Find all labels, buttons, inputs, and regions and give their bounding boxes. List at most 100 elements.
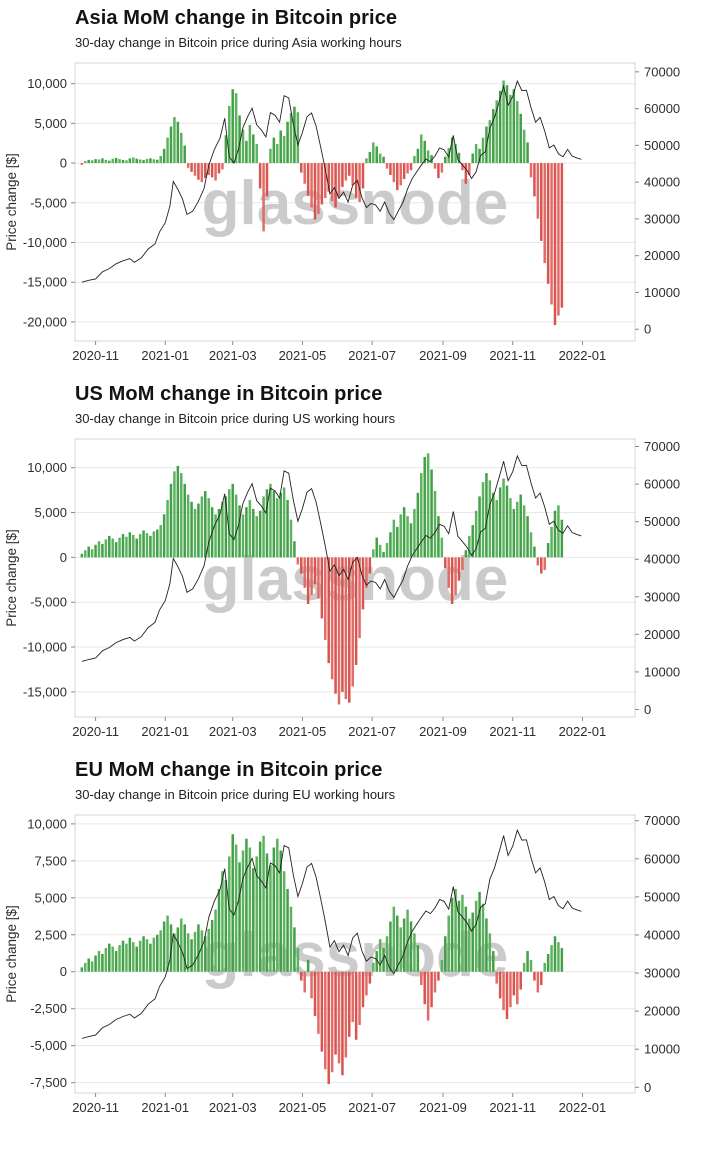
positive-bar xyxy=(282,871,286,972)
positive-bar xyxy=(512,89,516,164)
positive-bar xyxy=(152,531,156,558)
negative-bar xyxy=(324,557,327,640)
positive-bar xyxy=(392,519,396,558)
negative-bar xyxy=(354,971,358,1040)
x-tick-label: 2021-07 xyxy=(348,348,396,363)
positive-bar xyxy=(512,508,516,558)
positive-bar xyxy=(557,505,560,558)
x-tick-label: 2021-01 xyxy=(141,1100,189,1115)
positive-bar xyxy=(238,115,241,164)
positive-bar xyxy=(269,865,272,972)
positive-bar xyxy=(125,536,128,558)
positive-bar xyxy=(231,89,234,164)
right-tick-label: 60000 xyxy=(644,101,680,116)
negative-bar xyxy=(543,163,546,264)
positive-bar xyxy=(450,137,454,164)
right-tick-label: 10000 xyxy=(644,664,680,679)
positive-bar xyxy=(245,507,248,558)
right-tick-label: 10000 xyxy=(644,285,680,300)
negative-bar xyxy=(502,971,505,1011)
positive-bar xyxy=(423,456,426,558)
positive-bar xyxy=(176,927,180,972)
positive-bar xyxy=(286,121,289,164)
negative-bar xyxy=(200,163,204,183)
positive-bar xyxy=(279,492,282,558)
negative-bar xyxy=(495,971,498,984)
negative-bar xyxy=(193,163,197,176)
left-tick-label: 7,500 xyxy=(34,853,67,868)
positive-bar xyxy=(152,159,156,164)
left-tick-label: 0 xyxy=(60,156,67,171)
left-tick-label: 2,500 xyxy=(34,927,67,942)
positive-bar xyxy=(245,140,248,164)
positive-bar xyxy=(234,93,238,164)
positive-bar xyxy=(180,918,183,972)
positive-bar xyxy=(372,962,375,972)
x-tick-label: 2021-01 xyxy=(141,724,189,739)
negative-bar xyxy=(396,163,399,191)
negative-bar xyxy=(327,971,330,1085)
chart-canvas-us: glassnode10,0005,0000-5,000-10,000-15,00… xyxy=(4,438,680,739)
positive-bar xyxy=(80,967,84,972)
positive-bar xyxy=(471,153,474,164)
plot-border xyxy=(74,438,636,718)
negative-bar xyxy=(553,163,557,326)
positive-bar xyxy=(276,838,279,972)
positive-bar xyxy=(145,939,149,972)
negative-bar xyxy=(317,163,320,214)
positive-bar xyxy=(217,888,221,972)
positive-bar xyxy=(104,948,108,972)
positive-bar xyxy=(169,483,173,558)
positive-bar xyxy=(159,155,162,164)
positive-bar xyxy=(84,550,87,558)
plot-border xyxy=(74,814,636,1094)
positive-bar xyxy=(183,924,186,972)
positive-bar xyxy=(200,930,204,972)
positive-bar xyxy=(84,161,87,164)
positive-bar xyxy=(162,921,166,972)
positive-bar xyxy=(488,480,492,558)
negative-bar xyxy=(402,163,406,179)
positive-bar xyxy=(478,496,481,558)
positive-bar xyxy=(252,868,255,972)
negative-bar xyxy=(368,971,372,984)
positive-bar xyxy=(557,942,560,972)
positive-bar xyxy=(485,473,488,558)
positive-bar xyxy=(87,159,90,164)
positive-bar xyxy=(186,933,190,972)
negative-bar xyxy=(337,557,341,705)
positive-bar xyxy=(399,514,402,558)
positive-bar xyxy=(478,891,481,972)
negative-bar xyxy=(351,971,354,1023)
negative-bar xyxy=(303,557,306,588)
negative-bar xyxy=(385,163,389,169)
positive-bar xyxy=(399,927,402,972)
negative-bar xyxy=(450,557,454,605)
chart-section-asia: Asia MoM change in Bitcoin price 30-day … xyxy=(0,0,704,369)
positive-bar xyxy=(560,519,564,558)
right-tick-label: 50000 xyxy=(644,138,680,153)
negative-bar xyxy=(433,163,437,169)
negative-bar xyxy=(207,163,210,175)
positive-bar xyxy=(296,948,300,972)
positive-bar xyxy=(234,494,238,558)
positive-bar xyxy=(135,946,138,972)
negative-bar xyxy=(426,971,430,1021)
negative-bar xyxy=(365,557,368,588)
right-tick-label: 60000 xyxy=(644,477,680,492)
positive-bar xyxy=(293,541,296,558)
negative-bar xyxy=(204,163,207,179)
positive-bar xyxy=(94,955,97,972)
positive-bar xyxy=(375,951,378,972)
positive-bar xyxy=(396,526,399,558)
positive-bar xyxy=(430,469,433,558)
positive-bar xyxy=(485,918,488,972)
x-tick-label: 2021-05 xyxy=(279,348,327,363)
positive-bar xyxy=(97,159,101,164)
positive-bar xyxy=(145,158,149,164)
positive-bar xyxy=(238,505,241,558)
right-tick-label: 0 xyxy=(644,1080,651,1095)
positive-bar xyxy=(121,534,125,558)
positive-bar xyxy=(142,936,145,972)
right-tick-label: 0 xyxy=(644,322,651,337)
